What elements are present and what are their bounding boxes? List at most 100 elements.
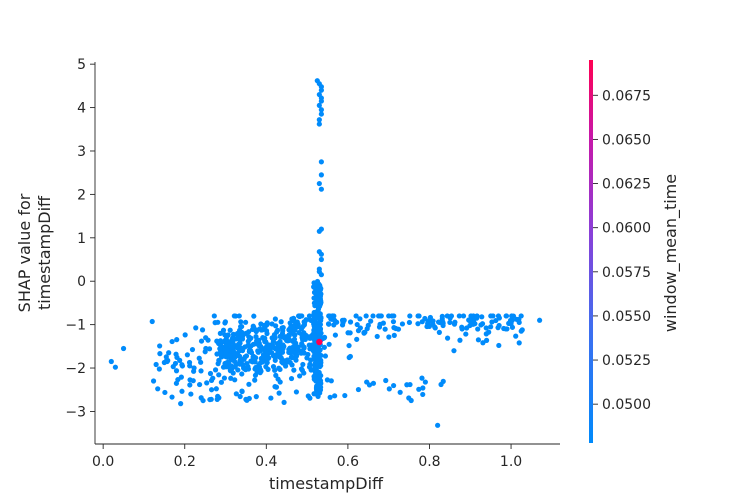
- data-point: [347, 330, 353, 336]
- data-point: [316, 102, 322, 109]
- data-point: [215, 393, 221, 399]
- data-point: [315, 382, 322, 388]
- data-point: [292, 332, 298, 338]
- data-point: [240, 365, 247, 371]
- data-point: [386, 334, 392, 340]
- data-point: [212, 320, 218, 326]
- data-point: [444, 335, 451, 341]
- data-point: [239, 336, 246, 342]
- colorbar-tick-label: 0.0600: [602, 221, 651, 237]
- data-point: [422, 379, 428, 385]
- data-point: [244, 361, 250, 367]
- data-point: [281, 399, 287, 405]
- data-point: [479, 314, 485, 320]
- data-point: [508, 321, 514, 327]
- data-point: [315, 329, 321, 336]
- data-point: [247, 336, 253, 342]
- data-point: [280, 360, 286, 366]
- data-point: [274, 347, 281, 353]
- data-point: [366, 382, 373, 388]
- data-point: [233, 361, 239, 368]
- data-point: [187, 377, 193, 383]
- data-point: [242, 344, 248, 350]
- data-point: [479, 321, 486, 327]
- data-point: [268, 395, 274, 401]
- data-point: [301, 322, 308, 328]
- data-point: [474, 313, 480, 319]
- data-point: [261, 354, 267, 361]
- data-point: [420, 385, 426, 391]
- data-point: [324, 377, 331, 383]
- data-point: [463, 331, 469, 337]
- data-point: [255, 348, 261, 354]
- data-point: [406, 395, 412, 401]
- data-point: [198, 359, 204, 365]
- data-point: [296, 329, 302, 336]
- data-point: [260, 335, 266, 341]
- data-point: [270, 338, 276, 344]
- data-point: [156, 366, 162, 372]
- data-point: [451, 321, 458, 327]
- data-point: [232, 377, 238, 383]
- data-point: [313, 390, 319, 397]
- data-point: [475, 326, 481, 332]
- data-point: [293, 340, 299, 346]
- data-point: [327, 394, 333, 400]
- data-point: [265, 366, 271, 372]
- data-point: [200, 397, 206, 404]
- data-point: [120, 345, 127, 352]
- data-point: [457, 337, 463, 343]
- data-point: [253, 328, 259, 335]
- data-point: [276, 390, 282, 396]
- data-point: [174, 337, 180, 343]
- x-axis: 0.0 0.2 0.4 0.6 0.8 1.0: [92, 443, 560, 470]
- data-point: [237, 345, 244, 351]
- data-point: [213, 386, 219, 392]
- data-point: [157, 351, 163, 357]
- data-point: [435, 319, 442, 325]
- data-point: [272, 357, 278, 363]
- data-point: [207, 370, 214, 377]
- x-tick-label: 0.0: [92, 454, 114, 470]
- data-point: [172, 360, 179, 367]
- data-point: [314, 344, 320, 351]
- y-axis-title: SHAP value for timestampDiff: [15, 193, 54, 312]
- data-point: [242, 319, 249, 325]
- data-point: [318, 159, 324, 165]
- data-point: [188, 391, 194, 397]
- y-tick-label: 1: [77, 231, 86, 247]
- data-point: [155, 386, 161, 392]
- data-point: [161, 359, 167, 366]
- data-point: [217, 346, 223, 352]
- data-point: [184, 352, 190, 358]
- data-point: [382, 326, 388, 332]
- data-point: [218, 379, 224, 385]
- x-tick-label: 0.4: [255, 454, 277, 470]
- data-point: [399, 321, 406, 327]
- data-point: [370, 313, 376, 319]
- data-point: [483, 331, 489, 337]
- data-point: [203, 345, 209, 352]
- data-point: [178, 374, 184, 380]
- data-point: [153, 361, 159, 368]
- data-point: [516, 340, 522, 346]
- data-point: [239, 388, 245, 394]
- data-point: [355, 386, 362, 393]
- data-point: [432, 325, 438, 331]
- data-point: [513, 333, 519, 339]
- data-point: [509, 313, 515, 319]
- data-point: [291, 318, 297, 324]
- data-point: [483, 337, 490, 343]
- data-point: [339, 322, 346, 328]
- data-point: [406, 319, 413, 326]
- data-point: [236, 353, 243, 359]
- data-point: [332, 393, 338, 399]
- data-point: [287, 320, 293, 326]
- data-point: [256, 362, 262, 368]
- data-point: [456, 313, 462, 319]
- data-point: [203, 335, 209, 341]
- y-tick-label: 3: [77, 144, 86, 160]
- data-point: [231, 350, 238, 356]
- data-point: [314, 361, 320, 367]
